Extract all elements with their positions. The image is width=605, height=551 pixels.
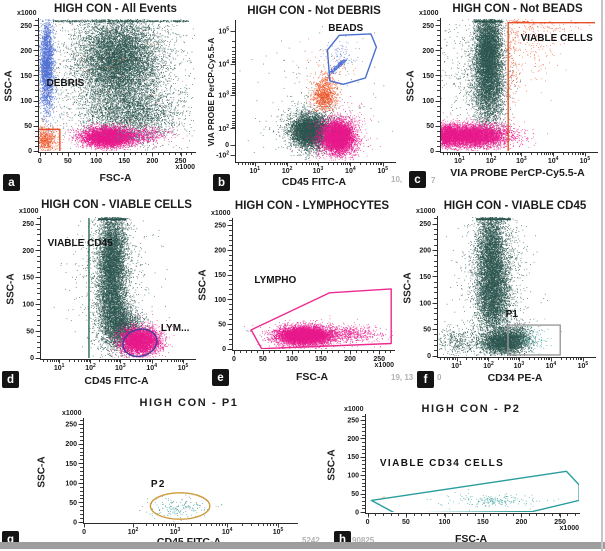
panel-b-annotation-beads: BEADS	[328, 23, 364, 35]
panel-e-xlabel: FSC-A	[295, 371, 329, 383]
panel-f-title: HIGH CON - VIABLE CD45	[443, 200, 587, 212]
panel-d-title: HIGH CON - VIABLE CELLS	[41, 199, 192, 211]
panel-d-ylabel: SSC-A	[5, 272, 17, 305]
panel-b-ylabel: VIA PROBE PerCP-Cy5.5-A	[206, 37, 216, 147]
bottom-bar	[0, 542, 605, 549]
panel-h-ylabel: SSC-A	[326, 448, 338, 481]
panel-c-annotation-viable-cells: VIABLE CELLS	[520, 33, 593, 45]
axis-unit-x1000: x1000	[62, 410, 82, 417]
axis-unit-x1000: x1000	[175, 164, 195, 171]
panel-h-annotation-viable-cd34-cells: VIABLE CD34 CELLS	[379, 457, 505, 469]
axis-unit-x1000: x1000	[559, 525, 579, 532]
panel-b-xlabel: CD45 FITC-A	[281, 176, 347, 188]
panel-letter-badge-e: e	[212, 369, 229, 386]
watermark-text-2: 19, 13	[391, 373, 414, 382]
panel-letter-badge-b: b	[213, 174, 230, 191]
panel-a-xlabel: FSC-A	[99, 172, 132, 184]
panel-a-annotation-debris: DEBRIS	[46, 78, 85, 90]
watermark-text-3: 0	[437, 373, 442, 382]
watermark-text-5: 90825	[352, 536, 375, 545]
panel-c-ylabel: SSC-A	[405, 70, 417, 102]
watermark-text-0: 10,	[391, 175, 403, 184]
panel-c-title: HIGH CON - Not BEADS	[452, 3, 583, 15]
watermark-text-1: 7	[431, 176, 436, 185]
panel-c-xlabel: VIA PROBE PerCP-Cy5.5-A	[450, 167, 585, 179]
panel-f-xlabel: CD34 PE-A	[487, 372, 543, 384]
panel-letter-badge-c: c	[409, 171, 426, 188]
panel-d-annotation-lym-: LYM...	[160, 323, 190, 335]
axis-unit-x1000: x1000	[19, 208, 39, 215]
panel-f-ylabel: SSC-A	[402, 271, 414, 304]
panel-letter-badge-d: d	[2, 371, 19, 388]
axis-unit-x1000: x1000	[374, 362, 394, 369]
axis-unit-x1000: x1000	[344, 406, 364, 413]
panel-letter-badge-f: f	[417, 371, 434, 388]
panel-e-annotation-lympho: LYMPHO	[254, 274, 297, 286]
axis-unit-x1000: x1000	[211, 210, 231, 217]
watermark-text-4: 5242	[302, 536, 320, 545]
panel-d-annotation-viable-cd45: VIABLE CD45	[47, 238, 113, 250]
panel-g-title: HIGH CON - P1	[139, 397, 239, 409]
panel-d-xlabel: CD45 FITC-A	[84, 375, 149, 387]
panel-e-title: HIGH CON - LYMPHOCYTES	[234, 200, 390, 212]
right-edge-line	[601, 0, 603, 551]
panel-e-ylabel: SSC-A	[197, 269, 209, 301]
panel-g-annotation-p2: P2	[150, 479, 166, 491]
panel-b-title: HIGH CON - Not DEBRIS	[247, 5, 381, 17]
axis-unit-x1000: x1000	[416, 208, 436, 215]
panel-h-title: HIGH CON - P2	[421, 403, 521, 415]
panel-a-title: HIGH CON - All Events	[54, 3, 177, 15]
axis-unit-x1000: x1000	[17, 10, 37, 17]
panel-g-ylabel: SSC-A	[36, 455, 48, 488]
panel-letter-badge-a: a	[3, 174, 20, 191]
axis-unit-x1000: x1000	[419, 10, 439, 17]
panel-f-annotation-p1: P1	[505, 309, 518, 321]
panel-a-ylabel: SSC-A	[3, 70, 15, 102]
